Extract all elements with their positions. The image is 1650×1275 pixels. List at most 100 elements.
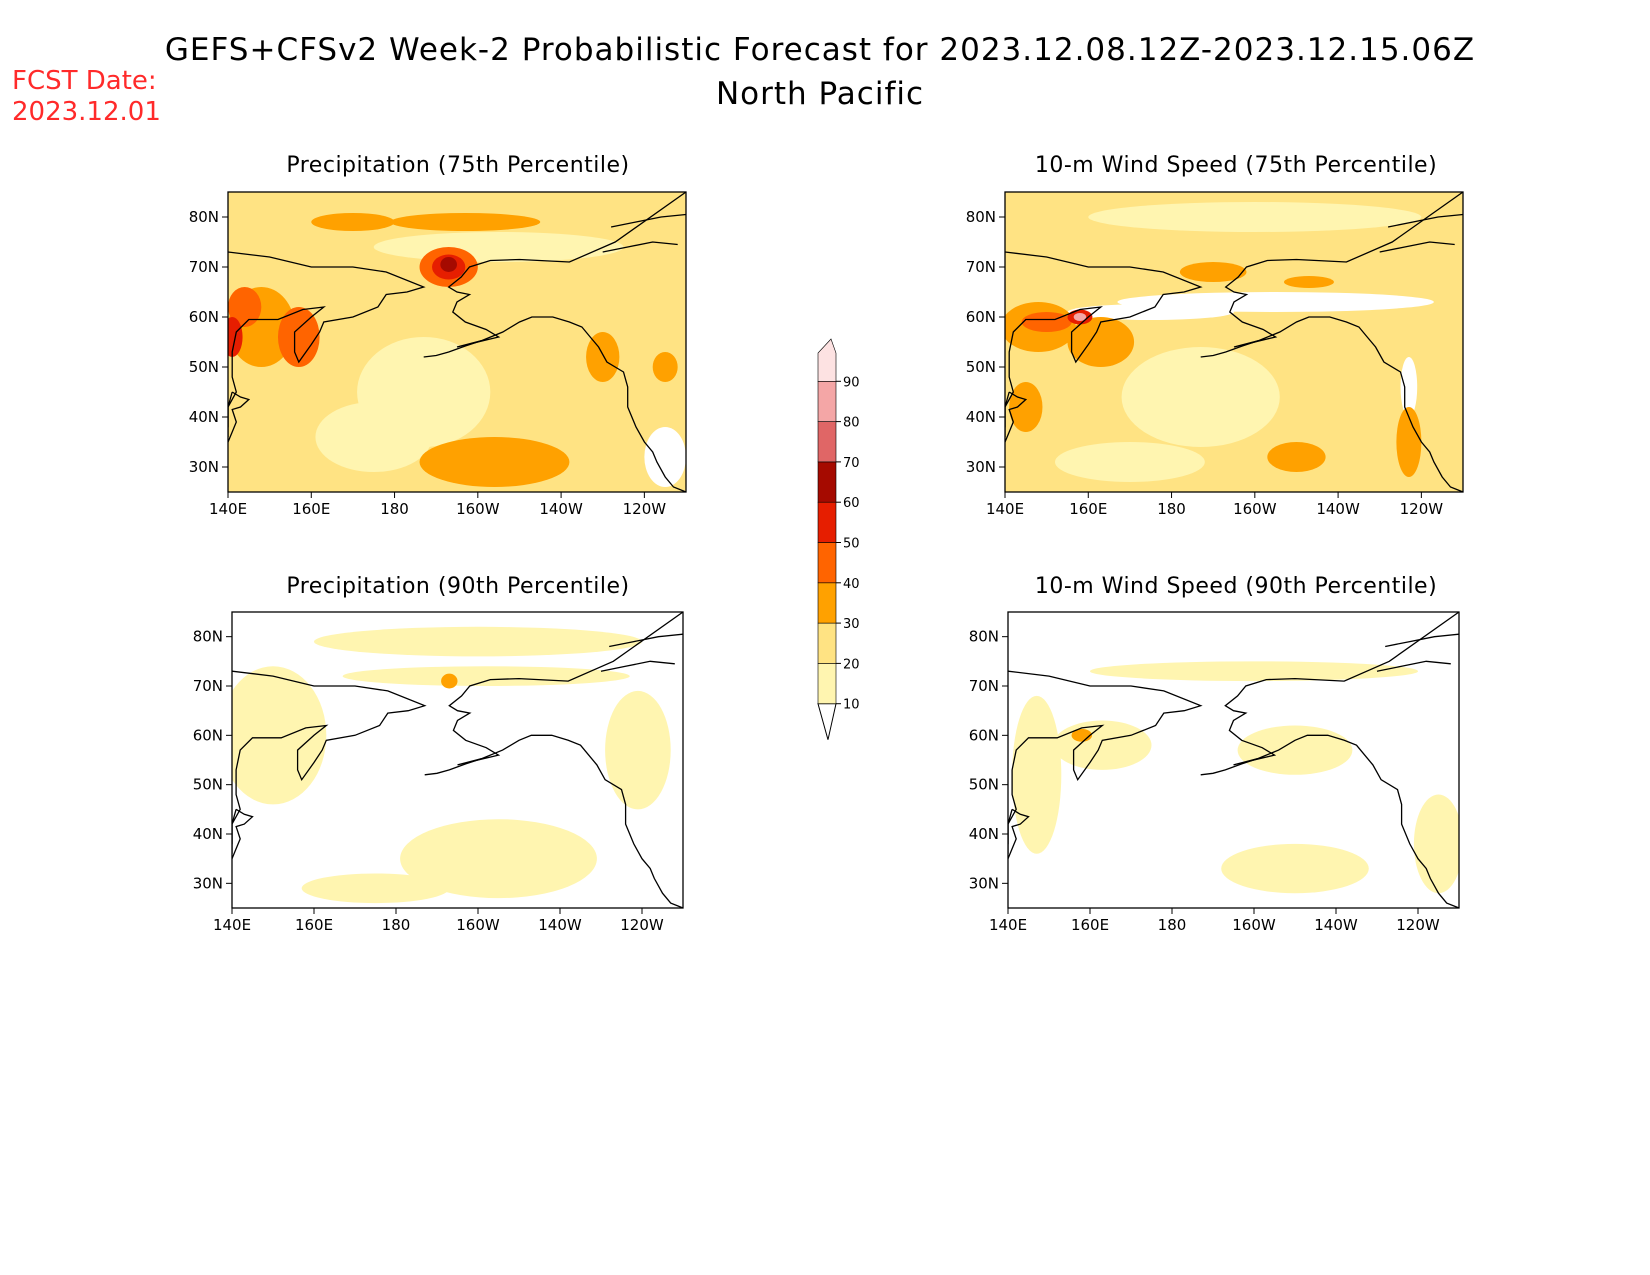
high-prob-area xyxy=(441,673,458,689)
high-prob-area xyxy=(311,213,395,231)
lon-label: 140E xyxy=(986,500,1024,518)
high-prob-area xyxy=(419,437,570,487)
high-prob-area xyxy=(440,257,457,272)
map-panel-precip-75: 80N 70N 60N 50N 40N 30N 140E 160E 180 160W 140W 120… xyxy=(189,191,687,518)
lon-label: 140E xyxy=(209,500,247,518)
high-prob-area xyxy=(277,307,320,367)
lat-label: 40N xyxy=(189,408,219,426)
coastline xyxy=(1387,213,1463,228)
coastline xyxy=(1376,660,1451,672)
lon-label: 120W xyxy=(623,500,667,518)
map-panel-wind-75: 80N 70N 60N 50N 40N 30N 140E 160E 180 160W 140W 120… xyxy=(966,191,1464,518)
map-frame xyxy=(1004,191,1464,493)
coastline xyxy=(228,251,426,437)
lat-label: 60N xyxy=(966,308,996,326)
colorbar-label: 40 xyxy=(843,577,860,592)
high-prob-area xyxy=(1396,407,1422,477)
low-prob-area xyxy=(400,819,597,899)
lon-label: 160E xyxy=(292,500,330,518)
lat-label: 30N xyxy=(189,458,219,476)
main-title: GEFS+CFSv2 Week-2 Probabilistic Forecast… xyxy=(164,32,1476,68)
low-prob-area xyxy=(1121,347,1280,447)
colorbar-label: 80 xyxy=(843,416,860,431)
coastline xyxy=(1005,251,1203,437)
low-prob-area xyxy=(1012,695,1062,854)
low-prob-area xyxy=(1054,442,1205,482)
region-subtitle: North Pacific xyxy=(715,76,925,112)
low-prob-area xyxy=(373,232,624,262)
map-field xyxy=(232,612,683,908)
low-prob-area xyxy=(315,402,433,472)
low-prob-area xyxy=(1090,661,1418,682)
lon-label: 140W xyxy=(1316,500,1360,518)
colorbar-swatch xyxy=(817,421,837,463)
map-frame xyxy=(1007,611,1460,909)
lon-label: 140E xyxy=(989,916,1027,934)
panel-title-wind-75: 10-m Wind Speed (75th Percentile) xyxy=(1034,153,1438,178)
colorbar-swatch xyxy=(817,663,837,705)
lat-label: 50N xyxy=(193,776,223,794)
map-panel-precip-90: 80N 70N 60N 50N 40N 30N 140E 160E 180 160W 140W 120… xyxy=(193,611,684,934)
high-prob-area xyxy=(228,287,262,327)
lat-label: 70N xyxy=(969,677,999,695)
lat-label: 30N xyxy=(966,458,996,476)
coastline xyxy=(423,339,483,358)
lon-label: 180 xyxy=(1157,500,1186,518)
map-frame xyxy=(227,191,687,493)
panel-title-wind-90: 10-m Wind Speed (90th Percentile) xyxy=(1034,574,1438,599)
coastline xyxy=(600,660,675,672)
low-prob-area xyxy=(1067,304,1234,320)
lon-label: 180 xyxy=(380,500,409,518)
lon-label: 120W xyxy=(1400,500,1444,518)
high-prob-area xyxy=(1073,313,1087,321)
coastline xyxy=(609,633,683,648)
lat-label: 80N xyxy=(193,628,223,646)
high-prob-area xyxy=(652,352,678,382)
high-prob-area xyxy=(1283,276,1334,288)
lon-label: 140W xyxy=(538,916,582,934)
colorbar-label: 20 xyxy=(843,657,860,672)
lon-label: 120W xyxy=(1396,916,1440,934)
lat-label: 50N xyxy=(969,776,999,794)
lat-label: 60N xyxy=(189,308,219,326)
lon-label: 120W xyxy=(620,916,664,934)
lon-label: 140W xyxy=(539,500,583,518)
high-prob-area xyxy=(1067,317,1135,367)
lat-label: 80N xyxy=(189,208,219,226)
no-data-area xyxy=(644,427,686,487)
coastline xyxy=(602,241,678,253)
lon-label: 160E xyxy=(1071,916,1109,934)
colorbar-swatch xyxy=(817,380,837,422)
lat-label: 70N xyxy=(193,677,223,695)
colorbar-swatch xyxy=(817,501,837,543)
coastline xyxy=(448,612,683,908)
colorbar-label: 70 xyxy=(843,456,860,471)
high-prob-area xyxy=(586,332,620,382)
colorbar-label: 10 xyxy=(843,698,860,713)
map-field xyxy=(1005,192,1463,492)
colorbar-swatch xyxy=(817,542,837,584)
coastline xyxy=(1005,391,1028,443)
coastline xyxy=(232,808,254,860)
colorbar-bottom-cap xyxy=(817,703,837,740)
low-prob-area xyxy=(1221,843,1369,894)
coastline xyxy=(232,670,427,854)
panel-title-precip-90: Precipitation (90th Percentile) xyxy=(286,574,630,599)
map-field xyxy=(1008,612,1459,908)
lon-label: 160E xyxy=(295,916,333,934)
colorbar-swatch xyxy=(817,461,837,503)
lat-label: 60N xyxy=(969,726,999,744)
lat-label: 40N xyxy=(193,825,223,843)
lon-label: 160W xyxy=(456,916,500,934)
lon-label: 180 xyxy=(1158,916,1187,934)
low-prob-area xyxy=(1237,725,1353,775)
low-prob-area xyxy=(1053,720,1152,770)
lat-label: 30N xyxy=(193,874,223,892)
colorbar-label: 60 xyxy=(843,496,860,511)
coastline xyxy=(1200,757,1259,776)
colorbar: 10 20 30 40 50 60 70 80 90 xyxy=(817,338,860,740)
colorbar-swatch xyxy=(817,338,837,382)
lat-label: 40N xyxy=(969,825,999,843)
coastline xyxy=(447,192,686,492)
